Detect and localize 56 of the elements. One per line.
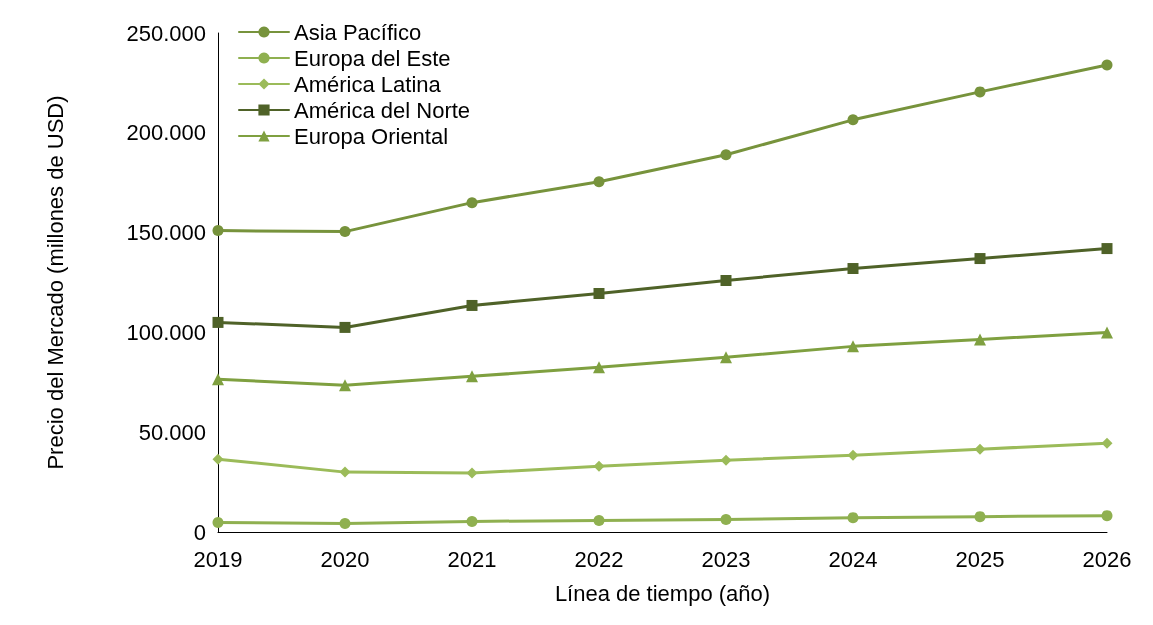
- point: [466, 515, 478, 527]
- point: [974, 333, 986, 346]
- point: [847, 114, 859, 126]
- point: [1101, 59, 1113, 71]
- x-tick-label: 2020: [320, 546, 370, 572]
- point: [847, 340, 859, 353]
- y-tick-label: 250.000: [126, 20, 206, 46]
- point: [1101, 243, 1113, 255]
- y-tick-label: 200.000: [126, 120, 206, 146]
- x-tick-label: 2024: [828, 546, 878, 572]
- point: [1101, 510, 1113, 522]
- point: [974, 511, 986, 523]
- point: [466, 370, 478, 383]
- legend-label: Europa del Este: [294, 45, 451, 71]
- y-axis-title: Precio del Mercado (millones de USD): [42, 95, 68, 470]
- point: [339, 321, 351, 333]
- point: [339, 466, 351, 478]
- point: [212, 453, 224, 465]
- point: [593, 361, 605, 374]
- point: [720, 275, 732, 286]
- point: [466, 299, 478, 311]
- point: [466, 467, 478, 479]
- x-tick-label: 2025: [955, 546, 1005, 572]
- point: [974, 253, 986, 265]
- point: [339, 517, 351, 529]
- x-tick-label: 2023: [701, 546, 751, 572]
- point: [847, 512, 859, 524]
- point: [593, 287, 605, 299]
- point: [974, 86, 986, 98]
- y-tick-label: 50.000: [138, 419, 206, 445]
- x-tick-label: 2026: [1082, 546, 1132, 572]
- point: [339, 379, 351, 392]
- y-tick-label: 100.000: [126, 319, 206, 345]
- point: [593, 514, 605, 526]
- x-tick-label: 2019: [193, 546, 243, 572]
- legend-label: América Latina: [294, 71, 442, 97]
- x-tick-label: 2022: [574, 546, 624, 572]
- y-tick-label: 150.000: [126, 220, 206, 246]
- point: [339, 226, 351, 238]
- point: [1101, 326, 1113, 339]
- legend-label: América del Norte: [294, 97, 471, 123]
- point: [212, 316, 224, 328]
- legend-label: Europa Oriental: [294, 123, 449, 149]
- point: [847, 263, 859, 275]
- y-tick-label: 0: [193, 519, 206, 545]
- point: [212, 225, 224, 237]
- point: [212, 373, 224, 386]
- point: [212, 516, 224, 528]
- point: [720, 513, 732, 525]
- legend-label: Asia Pacífico: [294, 19, 422, 45]
- point: [466, 197, 478, 209]
- point: [720, 149, 732, 161]
- point: [593, 176, 605, 188]
- x-axis-title: Línea de tiempo (año): [554, 580, 771, 606]
- point: [720, 351, 732, 364]
- x-tick-label: 2021: [447, 546, 497, 572]
